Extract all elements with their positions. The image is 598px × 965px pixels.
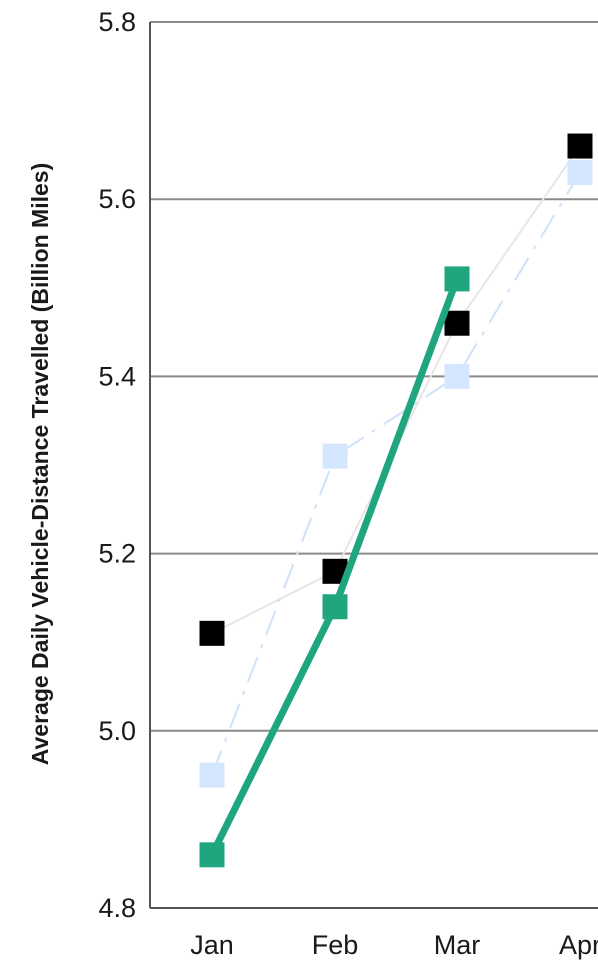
series-line [211,145,581,635]
tick-labels: 4.8 5.0 5.2 5.4 5.6 5.8 Jan Feb Mar Apr [98,7,598,960]
data-point [322,594,348,620]
y-tick-label: 5.4 [98,361,136,391]
data-point [567,133,593,159]
x-tick-label: Jan [190,930,234,960]
data-point [444,310,470,336]
series-group [199,133,593,868]
axes [149,22,598,909]
x-tick-label: Apr [559,930,598,960]
x-tick-label: Mar [434,930,481,960]
data-point [322,443,348,469]
data-point [444,266,470,292]
y-tick-label: 5.8 [98,7,136,37]
y-axis-title: Average Daily Vehicle-Distance Travelled… [27,163,53,766]
series-line [211,172,581,776]
data-point [444,363,470,389]
x-tick-label: Feb [312,930,359,960]
data-point [199,620,225,646]
data-point [199,842,225,868]
y-tick-label: 5.0 [98,716,136,746]
y-tick-label: 5.6 [98,184,136,214]
series-2 [199,160,593,788]
data-point [567,160,593,186]
series-3 [199,266,470,868]
data-point [199,762,225,788]
series-1 [199,133,593,646]
y-tick-label: 4.8 [98,893,136,923]
gridlines [150,21,598,732]
y-tick-label: 5.2 [98,539,136,569]
